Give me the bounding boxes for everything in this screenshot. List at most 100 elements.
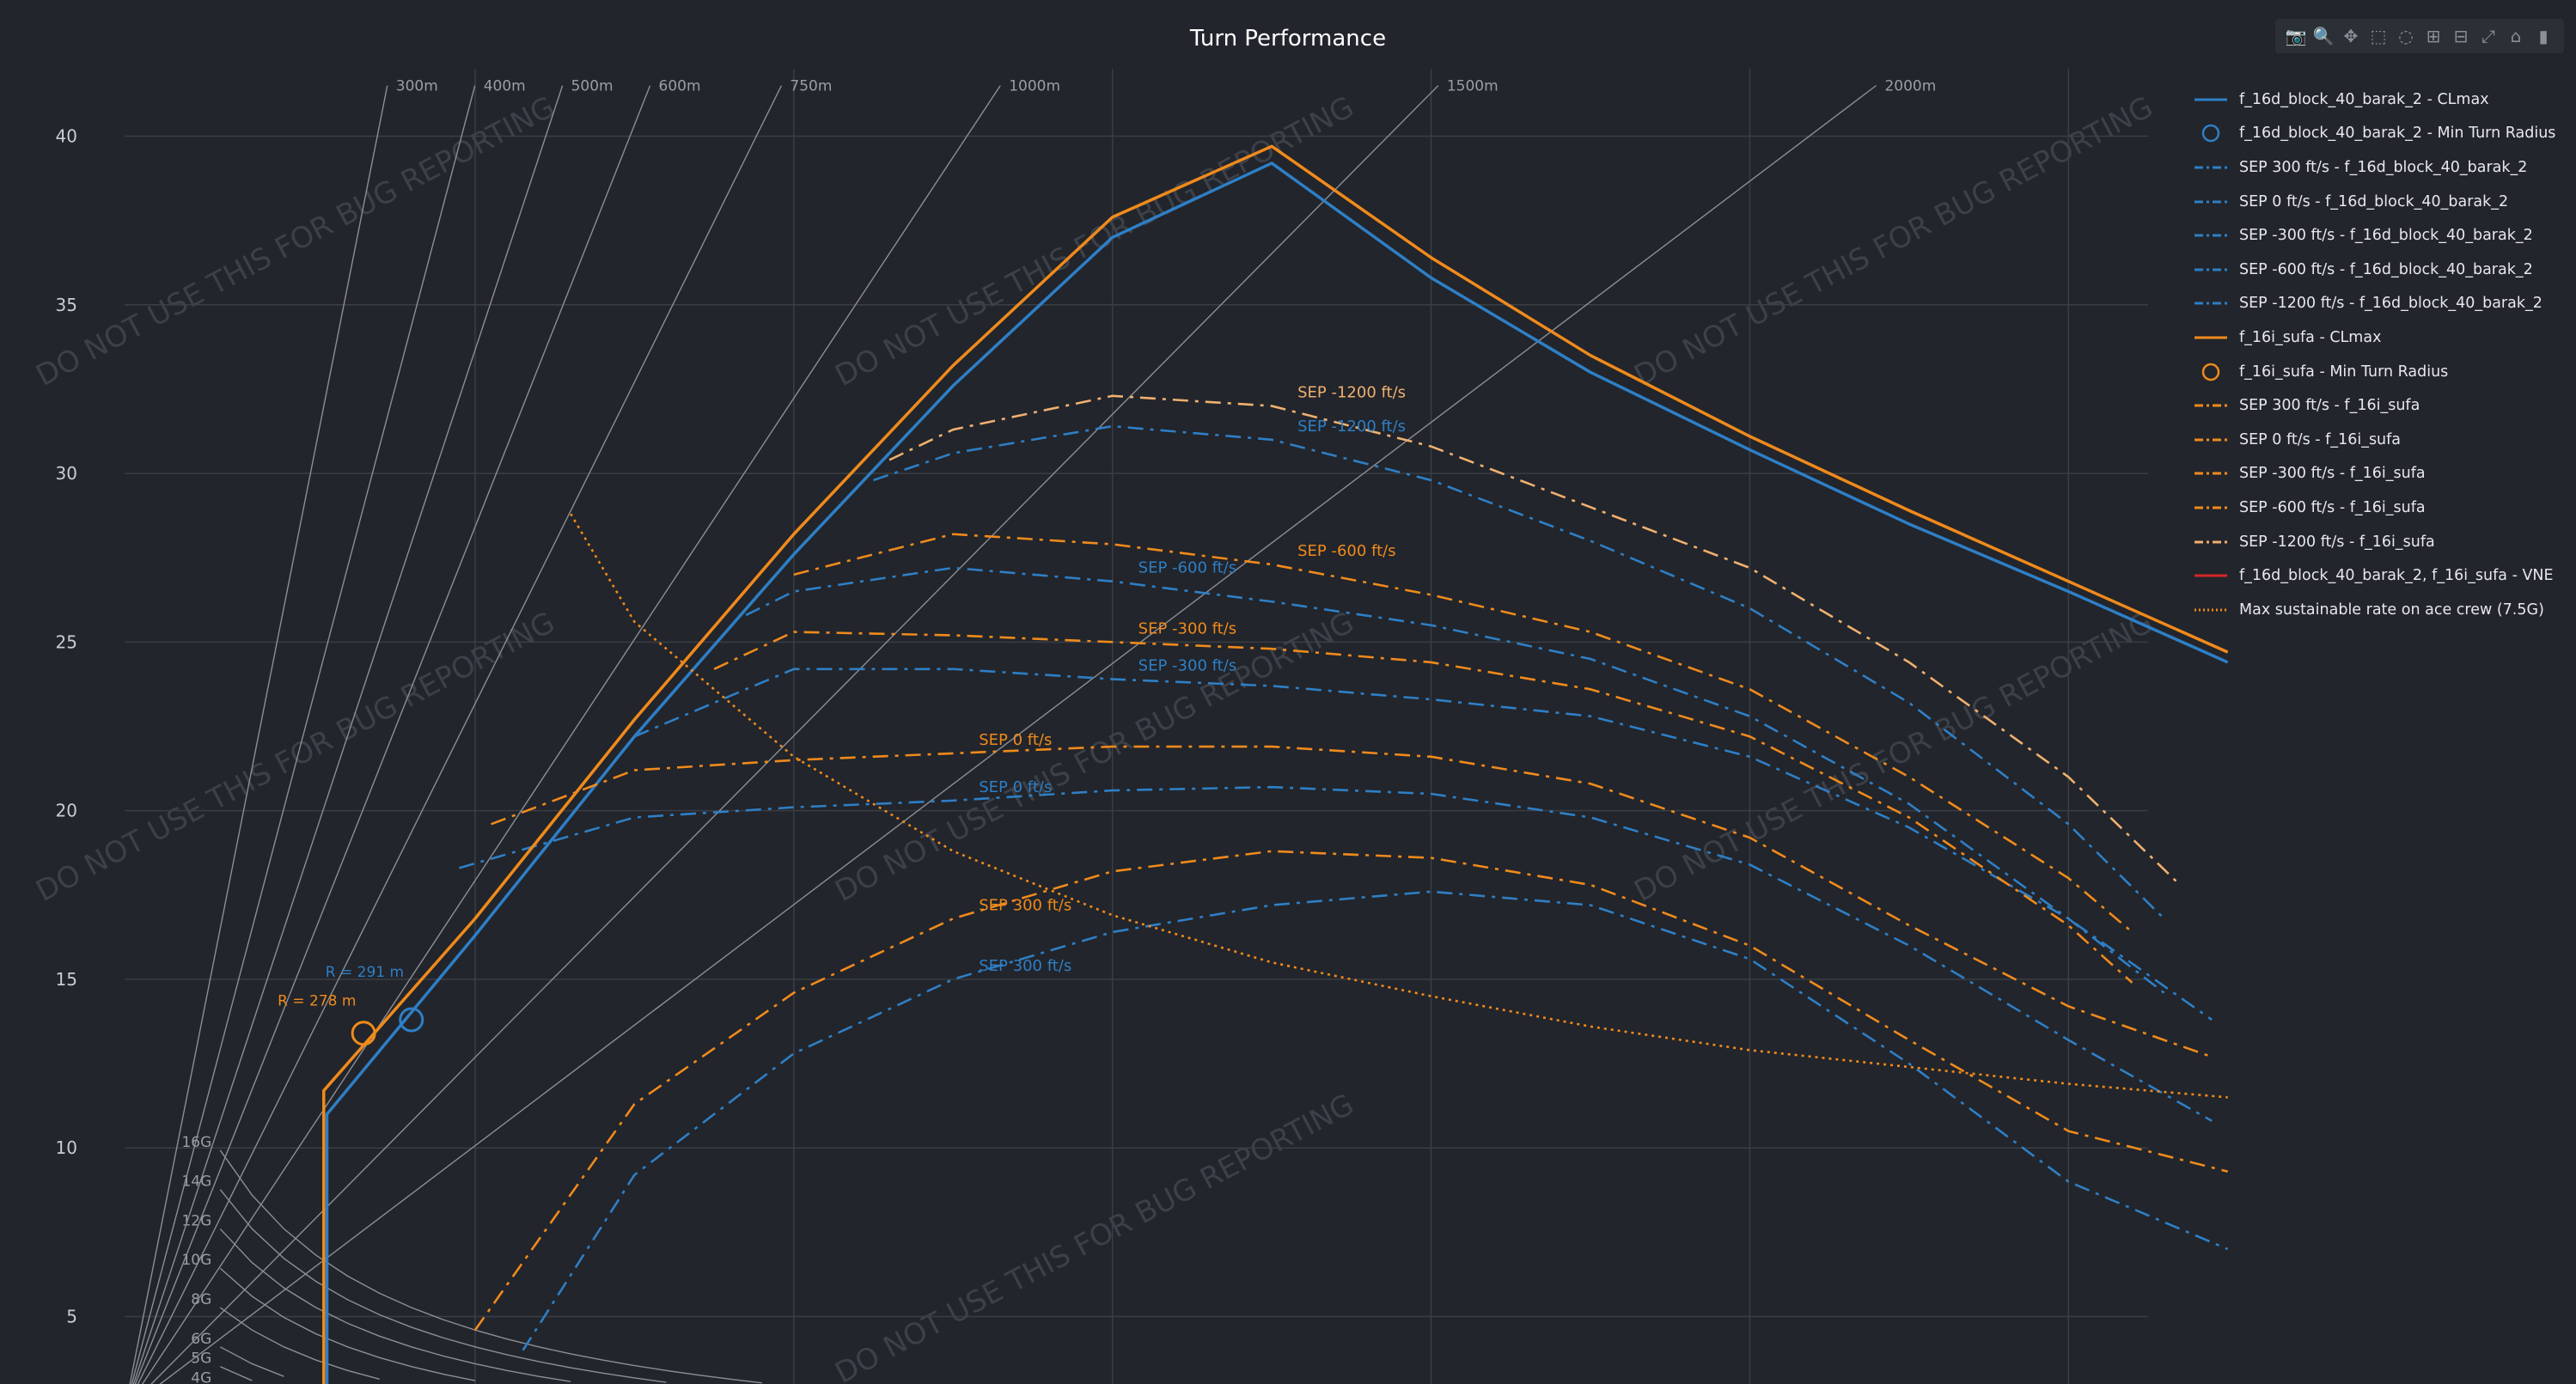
g-line-label: 16G (181, 1134, 211, 1151)
legend-item[interactable]: SEP 300 ft/s - f_16d_block_40_barak_2 (2191, 150, 2569, 185)
radius-line-label: 750m (790, 78, 832, 95)
reference-lines: 2G3G4G5G6G8G10G12G14G16G300m400m500m600m… (129, 78, 1936, 1384)
min-radius-label: R = 278 m (278, 993, 356, 1010)
watermark-text: DO NOT USE THIS FOR BUG REPORTING (829, 90, 1359, 393)
legend-symbol (2194, 540, 2227, 544)
zoom-out-icon[interactable]: ⊟ (2453, 26, 2469, 46)
legend-item[interactable]: SEP -1200 ft/s - f_16d_block_40_barak_2 (2191, 287, 2569, 321)
legend-symbol (2194, 98, 2227, 101)
box-select-icon[interactable]: ⬚ (2370, 26, 2387, 46)
g-line-label: 4G (191, 1370, 211, 1384)
g-line-label: 14G (181, 1174, 211, 1191)
legend-label: f_16d_block_40_barak_2 - CLmax (2239, 90, 2489, 108)
g-line (219, 1149, 762, 1384)
legend-label: f_16d_block_40_barak_2, f_16i_sufa - VNE (2239, 567, 2554, 585)
legend-label: SEP -600 ft/s - f_16i_sufa (2239, 498, 2426, 516)
legend-item[interactable]: SEP -300 ft/s - f_16i_sufa (2191, 457, 2569, 491)
g-line-label: 8G (191, 1291, 211, 1308)
series-line (459, 785, 2213, 1122)
legend-symbol (2194, 166, 2227, 169)
legend-symbol (2194, 438, 2227, 442)
legend-label: SEP -1200 ft/s - f_16i_sufa (2239, 533, 2435, 551)
series-label: SEP -600 ft/s (1138, 559, 1236, 577)
series-line (633, 668, 2213, 1021)
legend-item[interactable]: SEP -600 ft/s - f_16d_block_40_barak_2 (2191, 253, 2569, 287)
g-line (219, 1366, 253, 1381)
watermark-text: DO NOT USE THIS FOR BUG REPORTING (829, 1088, 1359, 1384)
y-tick-label: 35 (56, 295, 77, 315)
legend-item[interactable]: SEP -600 ft/s - f_16i_sufa (2191, 491, 2569, 525)
plotly-logo-icon[interactable]: ▮ (2538, 26, 2549, 46)
chart-title: Turn Performance (1189, 26, 1387, 52)
min-radius-marker (399, 1007, 424, 1033)
radius-line (159, 85, 1877, 1384)
legend-label: SEP -1200 ft/s - f_16d_block_40_barak_2 (2239, 295, 2542, 313)
legend-item[interactable]: f_16d_block_40_barak_2 - Min Turn Radius (2191, 117, 2569, 151)
legend-symbol (2194, 404, 2227, 407)
series-line (745, 566, 2165, 994)
y-tick-label: 10 (56, 1137, 77, 1158)
reset-axes-icon[interactable]: ⌂ (2510, 26, 2522, 46)
radius-line-label: 1000m (1009, 78, 1060, 95)
legend-item[interactable]: f_16d_block_40_barak_2 - CLmax (2191, 82, 2569, 117)
zoom-in-icon[interactable]: ⊞ (2426, 26, 2441, 46)
pan-icon[interactable]: ✥ (2343, 26, 2359, 46)
radius-line (131, 85, 476, 1384)
legend-item[interactable]: SEP -300 ft/s - f_16d_block_40_barak_2 (2191, 218, 2569, 253)
legend-item[interactable]: f_16d_block_40_barak_2, f_16i_sufa - VNE (2191, 558, 2569, 593)
series-label: SEP 300 ft/s (979, 957, 1071, 975)
radius-line (137, 85, 783, 1384)
radius-line (150, 85, 1439, 1384)
g-line-label: 12G (181, 1212, 211, 1229)
g-line (219, 1346, 284, 1377)
legend-label: SEP 0 ft/s - f_16i_sufa (2239, 430, 2402, 448)
min-radius-label: R = 291 m (326, 964, 404, 981)
watermark-text: DO NOT USE THIS FOR BUG REPORTING (30, 90, 560, 393)
legend-label: SEP 300 ft/s - f_16i_sufa (2239, 397, 2420, 415)
series-line (491, 745, 2213, 1058)
watermark-text: DO NOT USE THIS FOR BUG REPORTING (1628, 606, 2158, 909)
series-label: SEP -1200 ft/s (1297, 384, 1406, 402)
legend-label: SEP -600 ft/s - f_16d_block_40_barak_2 (2239, 260, 2533, 278)
series-label: SEP 0 ft/s (979, 778, 1052, 796)
series-label: SEP 300 ft/s (979, 896, 1071, 914)
legend-item[interactable]: f_16i_sufa - CLmax (2191, 320, 2569, 355)
radius-line-label: 300m (396, 78, 438, 95)
legend-label: f_16i_sufa - CLmax (2239, 328, 2382, 346)
watermark-text: DO NOT USE THIS FOR BUG REPORTING (30, 606, 560, 909)
g-line-label: 6G (191, 1331, 211, 1348)
watermark-layer: DO NOT USE THIS FOR BUG REPORTING DO NOT … (30, 90, 2158, 1384)
min-radius-marker (351, 1021, 376, 1046)
legend-symbol (2194, 336, 2227, 339)
y-tick-label: 15 (56, 969, 77, 990)
legend-item[interactable]: SEP 300 ft/s - f_16i_sufa (2191, 388, 2569, 423)
series-line (325, 162, 2229, 1384)
legend-symbol (2194, 608, 2227, 612)
legend-symbol (2194, 302, 2227, 305)
legend-item[interactable]: SEP -1200 ft/s - f_16i_sufa (2191, 525, 2569, 559)
series-label: SEP -600 ft/s (1297, 542, 1395, 560)
y-tick-label: 25 (56, 631, 77, 652)
legend-item[interactable]: f_16i_sufa - Min Turn Radius (2191, 355, 2569, 389)
camera-icon[interactable]: 📷 (2285, 26, 2307, 46)
radius-line (129, 85, 388, 1384)
g-line (219, 1189, 667, 1383)
radius-line (132, 85, 564, 1384)
legend-item[interactable]: Max sustainable rate on ace crew (7.5G) (2191, 593, 2569, 627)
g-line (219, 1228, 571, 1382)
series-label: SEP -300 ft/s (1138, 619, 1236, 637)
y-tick-label: 30 (56, 463, 77, 484)
lasso-select-icon[interactable]: ◌ (2398, 26, 2414, 46)
watermark-text: DO NOT USE THIS FOR BUG REPORTING (829, 606, 1359, 909)
legend-label: SEP -300 ft/s - f_16i_sufa (2239, 465, 2426, 483)
series-label: SEP 0 ft/s (979, 731, 1052, 749)
legend-symbol (2194, 200, 2227, 204)
legend-symbol (2194, 506, 2227, 509)
autoscale-icon[interactable]: ⤢ (2481, 26, 2495, 46)
legend-item[interactable]: SEP 0 ft/s - f_16d_block_40_barak_2 (2191, 185, 2569, 219)
g-line-label: 10G (181, 1252, 211, 1269)
series-line (888, 394, 2181, 886)
zoom-icon[interactable]: 🔍 (2312, 26, 2335, 46)
legend-item[interactable]: SEP 0 ft/s - f_16i_sufa (2191, 423, 2569, 457)
